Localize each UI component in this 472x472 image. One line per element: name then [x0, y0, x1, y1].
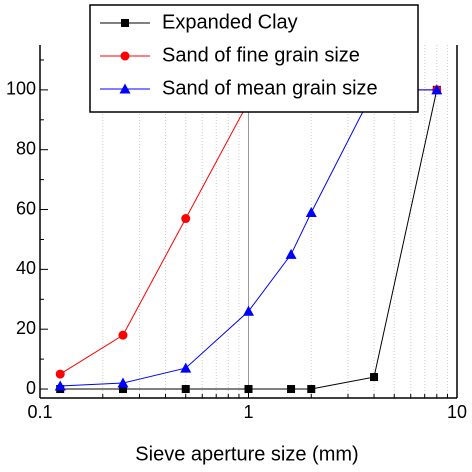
y-tick-label: 100 — [6, 79, 36, 99]
marker — [287, 385, 296, 394]
series-line — [60, 89, 438, 390]
legend-label: Sand of mean grain size — [162, 77, 378, 99]
marker — [117, 377, 129, 388]
y-tick-label: 0 — [26, 378, 36, 398]
x-tick-label: 0.1 — [27, 402, 52, 422]
marker — [181, 214, 191, 224]
marker — [119, 83, 131, 94]
marker — [55, 369, 65, 379]
x-tick-label: 1 — [243, 402, 253, 422]
y-tick-label: 40 — [16, 258, 36, 278]
marker — [54, 380, 66, 391]
marker — [118, 330, 128, 340]
marker — [244, 385, 253, 394]
x-axis-label: Sieve aperture size (mm) — [135, 443, 358, 465]
marker — [121, 19, 129, 27]
marker — [118, 385, 127, 394]
marker — [370, 373, 379, 382]
marker — [431, 84, 443, 95]
legend-label: Sand of fine grain size — [162, 44, 360, 66]
legend-label: Expanded Clay — [162, 11, 298, 33]
y-tick-label: 60 — [16, 198, 36, 218]
marker — [180, 362, 192, 373]
marker — [307, 385, 316, 394]
marker — [285, 248, 297, 259]
x-tick-label: 10 — [447, 402, 467, 422]
y-tick-label: 80 — [16, 138, 36, 158]
marker — [120, 51, 130, 61]
y-tick-label: 20 — [16, 318, 36, 338]
marker — [305, 207, 317, 218]
legend: Expanded Clay Sand of fine grain size Sand… — [89, 4, 419, 113]
marker — [181, 385, 190, 394]
marker — [243, 305, 254, 316]
